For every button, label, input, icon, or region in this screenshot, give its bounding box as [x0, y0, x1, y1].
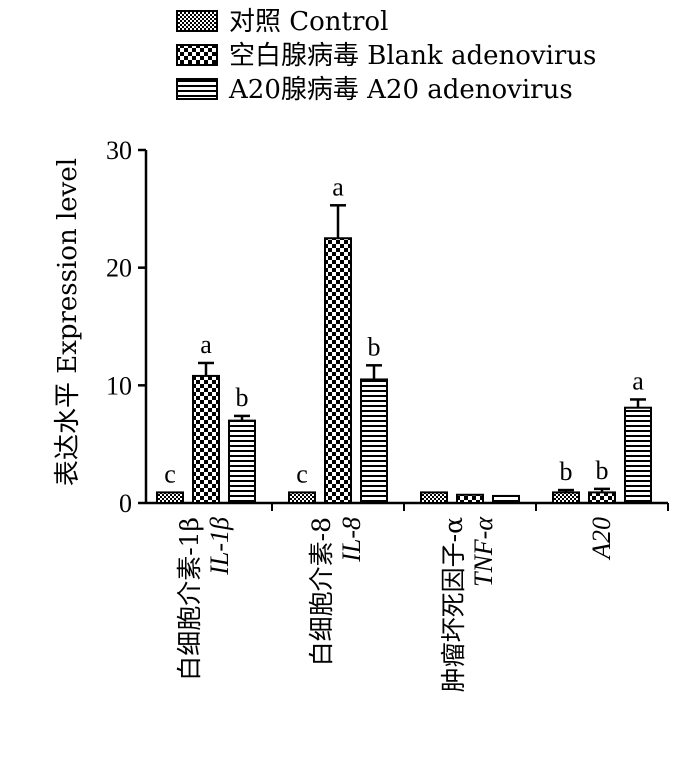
bar-1-3: [228, 419, 256, 504]
y-tick-label-10: 10: [106, 371, 132, 400]
significance-label-1-1: c: [164, 459, 176, 488]
y-tick-label-0: 0: [119, 489, 132, 518]
y-tick-label-30: 30: [106, 136, 132, 165]
bar-3-2: [456, 493, 484, 505]
category-label-en-4: A20: [587, 517, 616, 561]
x-axis-labels: 白细胞介素-1β IL-1β 白细胞介素-8 IL-8 肿瘤坏死因子-α TNF-α A20: [175, 516, 616, 693]
bar-2-2: [324, 237, 352, 504]
legend-swatch-2: [176, 44, 218, 66]
y-tick-label-20: 20: [106, 254, 132, 283]
significance-label-4-1: b: [560, 457, 573, 486]
bar-1-2: [192, 374, 220, 505]
significance-label-1-3: b: [236, 383, 249, 412]
bar-4-1: [552, 491, 580, 505]
y-axis-label: 表达水平 Expression level: [53, 158, 83, 486]
significance-label-2-3: b: [368, 332, 381, 361]
significance-label-2-2: a: [332, 172, 344, 201]
legend: 对照 Control 空白腺病毒 Blank adenovirus A20腺病毒 A…: [176, 7, 596, 105]
category-label-en-3: TNF-α: [469, 516, 498, 587]
significance-label-4-3: a: [632, 366, 644, 395]
category-label-cn-2: 白细胞介素-8: [307, 517, 336, 666]
legend-swatch-1: [176, 10, 218, 32]
category-label-en-2: IL-8: [337, 517, 366, 563]
bar-2-1: [288, 491, 316, 505]
bar-3-3: [492, 494, 520, 505]
bar-4-3: [624, 406, 652, 504]
legend-label-3: A20腺病毒 A20 adenovirus: [228, 75, 573, 105]
category-label-cn-1: 白细胞介素-1β: [175, 517, 204, 681]
legend-label-2: 空白腺病毒 Blank adenovirus: [229, 41, 596, 71]
legend-label-1: 对照 Control: [229, 7, 388, 37]
significance-label-2-1: c: [296, 459, 308, 488]
significance-label-1-2: a: [200, 330, 212, 359]
bar-1-1: [156, 491, 184, 505]
legend-swatch-3: [176, 78, 218, 100]
category-label-cn-3: 肿瘤坏死因子-α: [439, 517, 468, 692]
category-label-en-1: IL-1β: [205, 517, 234, 576]
bar-3-1: [420, 491, 448, 505]
significance-label-4-2: b: [596, 456, 609, 485]
bar-2-3: [360, 378, 388, 505]
bar-4-2: [588, 491, 616, 505]
